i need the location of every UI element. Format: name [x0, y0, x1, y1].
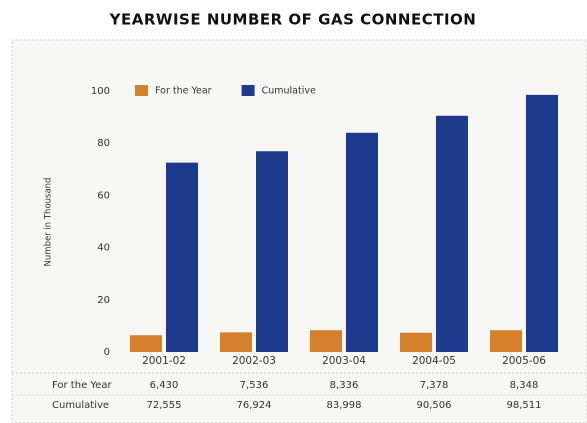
table-value: 7,536 — [240, 380, 269, 391]
legend-swatch — [241, 85, 255, 96]
x-tick-label: 2004-05 — [412, 355, 456, 367]
legend-label: For the Year — [155, 86, 212, 97]
table-value: 6,430 — [150, 380, 179, 391]
y-tick-label: 20 — [97, 295, 110, 306]
bar — [400, 332, 432, 352]
chart-title: YEARWISE NUMBER OF GAS CONNECTION — [109, 11, 477, 29]
bar — [166, 162, 198, 352]
table-row-label: Cumulative — [52, 400, 109, 411]
y-tick-label: 0 — [104, 347, 110, 358]
bar — [436, 115, 468, 352]
legend-swatch — [135, 85, 148, 96]
table-value: 90,506 — [417, 400, 452, 411]
x-tick-label: 2002-03 — [232, 355, 276, 367]
y-axis-label: Number in Thousand — [44, 178, 54, 267]
table-value: 98,511 — [507, 400, 542, 411]
bar — [130, 335, 162, 352]
table-value: 76,924 — [237, 400, 272, 411]
legend-label: Cumulative — [262, 86, 316, 97]
x-tick-label: 2001-02 — [142, 355, 186, 367]
bar — [346, 132, 378, 352]
chart-frame — [11, 39, 587, 423]
bar — [256, 151, 288, 352]
x-tick-label: 2003-04 — [322, 355, 366, 367]
table-value: 8,348 — [510, 380, 539, 391]
table-value: 7,378 — [420, 380, 449, 391]
y-tick-label: 100 — [91, 86, 110, 97]
bar — [220, 332, 252, 352]
table-value: 8,336 — [330, 380, 359, 391]
y-tick-label: 80 — [97, 138, 110, 149]
y-tick-label: 40 — [97, 243, 110, 254]
table-value: 72,555 — [147, 400, 182, 411]
table-row-label: For the Year — [52, 380, 112, 391]
bar — [310, 330, 342, 352]
x-tick-label: 2005-06 — [502, 355, 546, 367]
bar — [526, 94, 558, 352]
y-tick-label: 60 — [97, 190, 110, 201]
bar — [490, 330, 522, 352]
table-value: 83,998 — [327, 400, 362, 411]
